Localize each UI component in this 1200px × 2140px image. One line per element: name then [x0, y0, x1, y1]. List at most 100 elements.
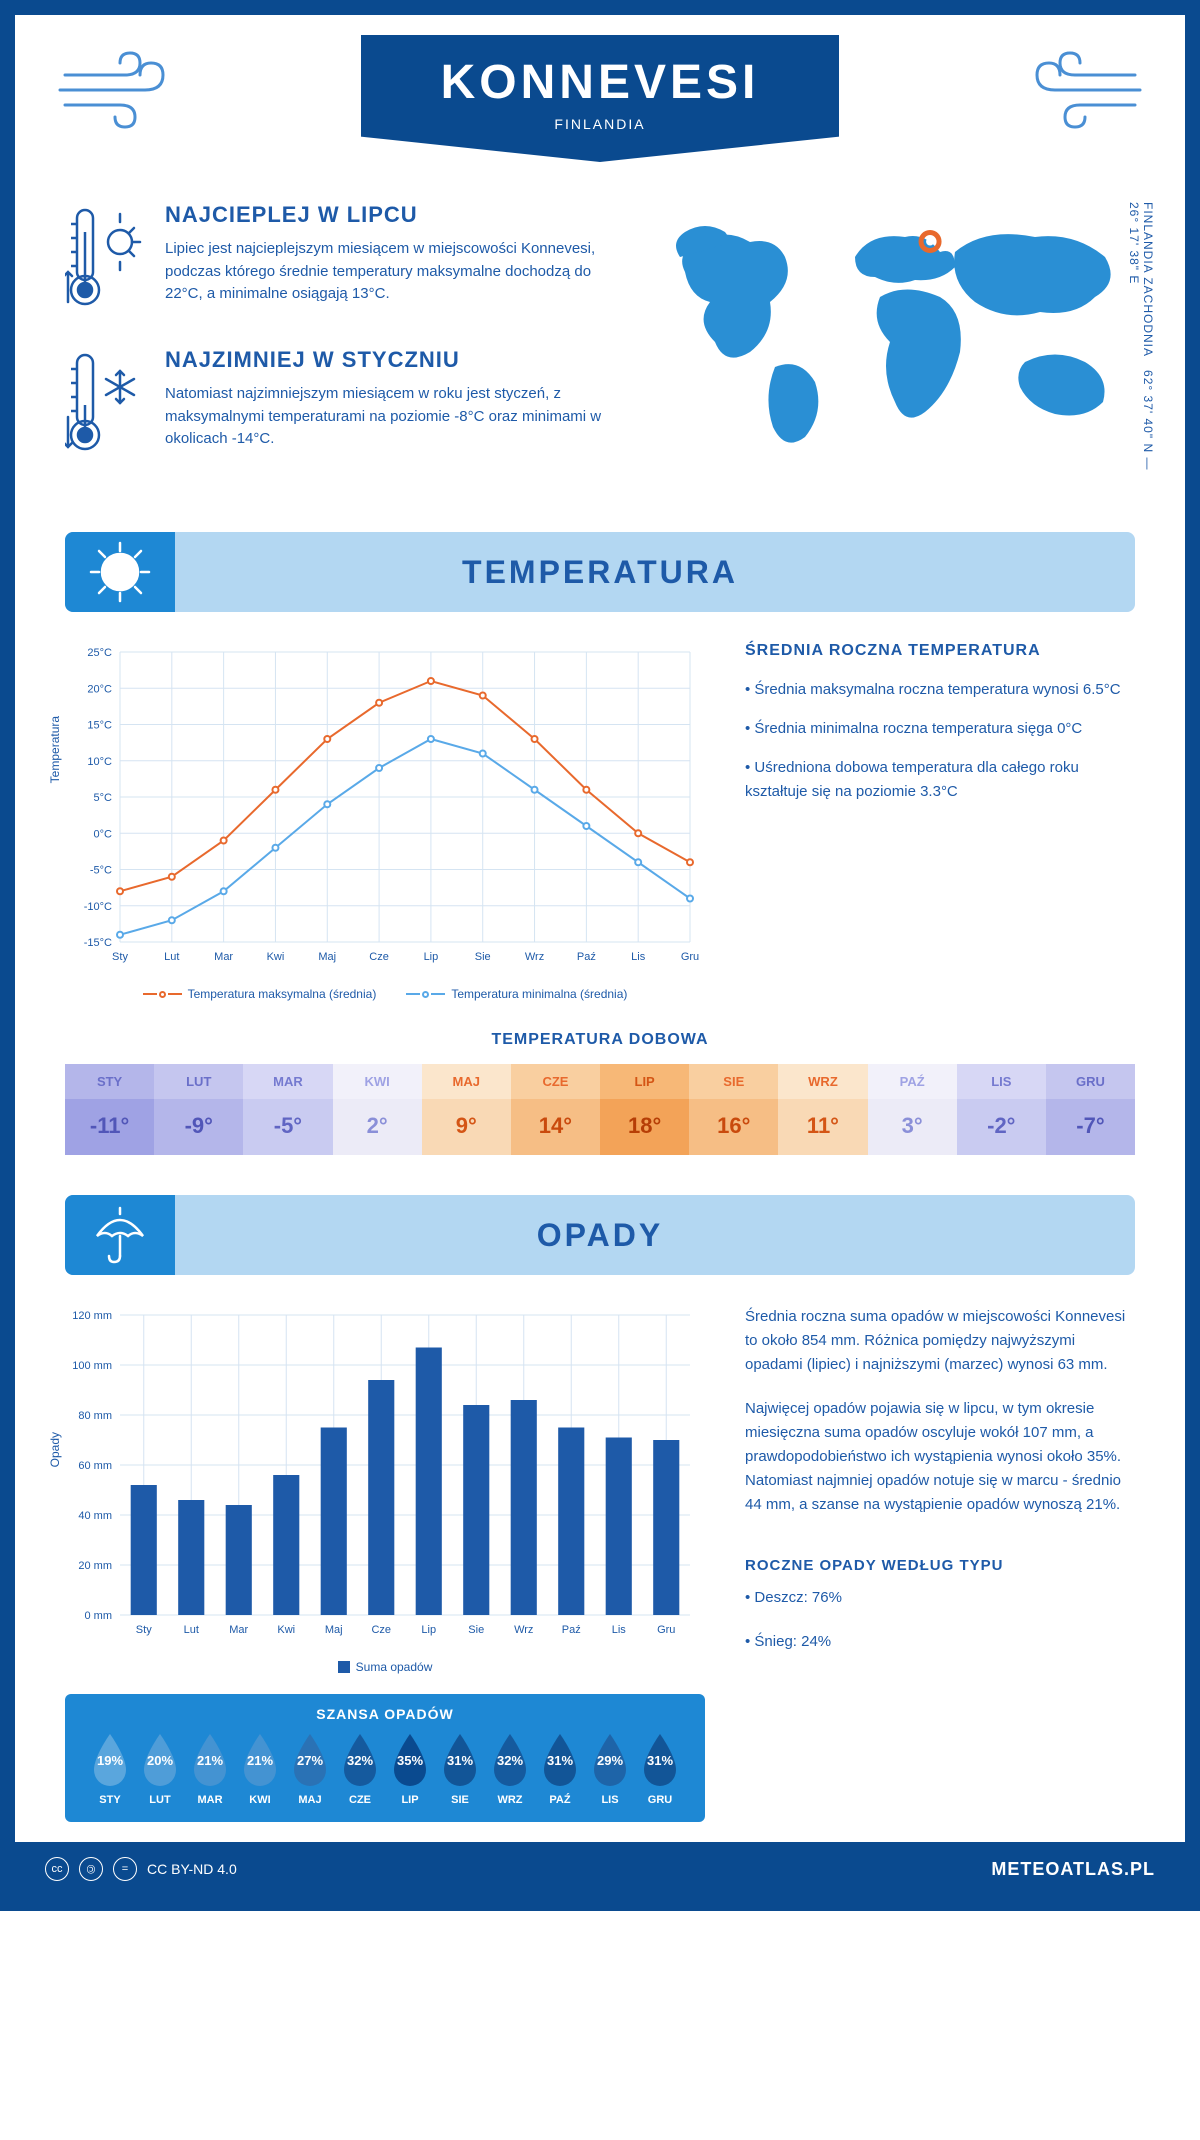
thermometer-cold-icon	[65, 347, 145, 457]
svg-text:Wrz: Wrz	[525, 951, 544, 963]
rain-chance-cell: 19%STY	[85, 1732, 135, 1806]
intro-section: NAJCIEPLEJ W LIPCU Lipiec jest najcieple…	[15, 202, 1185, 532]
warmest-block: NAJCIEPLEJ W LIPCU Lipiec jest najcieple…	[65, 202, 615, 312]
precipitation-summary: Średnia roczna suma opadów w miejscowośc…	[745, 1305, 1135, 1822]
temp-bullet: • Średnia maksymalna roczna temperatura …	[745, 678, 1135, 702]
svg-text:-10°C: -10°C	[84, 901, 112, 913]
svg-text:Lip: Lip	[424, 951, 439, 963]
svg-text:120 mm: 120 mm	[72, 1310, 112, 1322]
precip-text-2: Najwięcej opadów pojawia się w lipcu, w …	[745, 1397, 1135, 1517]
svg-text:5°C: 5°C	[94, 792, 113, 804]
temp-y-axis-label: Temperatura	[48, 715, 62, 782]
world-map	[655, 202, 1135, 462]
daily-temp-cell: LIP18°	[600, 1064, 689, 1155]
precipitation-header: OPADY	[65, 1195, 1135, 1275]
infographic-frame: KONNEVESI FINLANDIA NAJCIEPLEJ W LIPCU L…	[0, 0, 1200, 1911]
daily-temp-cell: STY-11°	[65, 1064, 154, 1155]
rain-chance-cell: 31%GRU	[635, 1732, 685, 1806]
daily-temp-cell: LUT-9°	[154, 1064, 243, 1155]
rain-chance-block: SZANSA OPADÓW 19%STY20%LUT21%MAR21%KWI27…	[65, 1694, 705, 1822]
coordinates-text: FINLANDIA ZACHODNIA 62° 37' 40" N — 26° …	[1127, 202, 1155, 492]
sun-icon	[65, 532, 175, 612]
daily-temp-cell: MAR-5°	[243, 1064, 332, 1155]
svg-text:Cze: Cze	[371, 1624, 391, 1636]
svg-text:Sie: Sie	[468, 1624, 484, 1636]
svg-text:20 mm: 20 mm	[78, 1560, 112, 1572]
daily-temp-cell: MAJ9°	[422, 1064, 511, 1155]
site-name: METEOATLAS.PL	[991, 1859, 1155, 1880]
svg-text:60 mm: 60 mm	[78, 1460, 112, 1472]
rain-chance-title: SZANSA OPADÓW	[85, 1706, 685, 1722]
svg-text:Lis: Lis	[631, 951, 646, 963]
country-subtitle: FINLANDIA	[441, 116, 760, 132]
rain-chance-cell: 29%LIS	[585, 1732, 635, 1806]
cc-icon: cc	[45, 1857, 69, 1881]
rain-chance-cell: 32%WRZ	[485, 1732, 535, 1806]
daily-temp-title: TEMPERATURA DOBOWA	[65, 1031, 1135, 1049]
temperature-chart: Temperatura -15°C-10°C-5°C0°C5°C10°C15°C…	[65, 642, 705, 1001]
svg-text:Lis: Lis	[612, 1624, 627, 1636]
wind-icon	[55, 45, 175, 149]
svg-text:10°C: 10°C	[87, 756, 112, 768]
rain-chance-cell: 35%LIP	[385, 1732, 435, 1806]
legend-item: Temperatura minimalna (średnia)	[406, 987, 627, 1001]
daily-temp-cell: LIS-2°	[957, 1064, 1046, 1155]
world-map-block: FINLANDIA ZACHODNIA 62° 37' 40" N — 26° …	[655, 202, 1135, 492]
coldest-title: NAJZIMNIEJ W STYCZNIU	[165, 347, 615, 373]
temperature-legend: Temperatura maksymalna (średnia) Temperat…	[65, 987, 705, 1001]
rain-chance-cell: 31%PAŹ	[535, 1732, 585, 1806]
coldest-block: NAJZIMNIEJ W STYCZNIU Natomiast najzimni…	[65, 347, 615, 457]
svg-text:-5°C: -5°C	[90, 865, 112, 877]
svg-text:Wrz: Wrz	[514, 1624, 533, 1636]
temp-bullet: • Średnia minimalna roczna temperatura s…	[745, 717, 1135, 741]
svg-text:Mar: Mar	[214, 951, 233, 963]
precip-type-bullet: • Deszcz: 76%	[745, 1586, 1135, 1610]
svg-text:Kwi: Kwi	[277, 1624, 295, 1636]
precip-type-title: ROCZNE OPADY WEDŁUG TYPU	[745, 1557, 1135, 1574]
svg-text:-15°C: -15°C	[84, 937, 112, 949]
svg-text:80 mm: 80 mm	[78, 1410, 112, 1422]
license-text: CC BY-ND 4.0	[147, 1861, 237, 1877]
by-icon: 🄯	[79, 1857, 103, 1881]
svg-text:Maj: Maj	[318, 951, 336, 963]
svg-text:Lut: Lut	[164, 951, 179, 963]
legend-item: Temperatura maksymalna (średnia)	[143, 987, 377, 1001]
temperature-section-title: TEMPERATURA	[462, 554, 738, 591]
header: KONNEVESI FINLANDIA	[15, 15, 1185, 202]
rain-chance-cell: 21%MAR	[185, 1732, 235, 1806]
svg-text:Sty: Sty	[112, 951, 128, 963]
svg-text:Mar: Mar	[229, 1624, 248, 1636]
thermometer-hot-icon	[65, 202, 145, 312]
rain-chance-cell: 32%CZE	[335, 1732, 385, 1806]
svg-text:15°C: 15°C	[87, 720, 112, 732]
wind-icon	[1025, 45, 1145, 149]
svg-text:Paź: Paź	[562, 1624, 581, 1636]
precip-section-title: OPADY	[537, 1217, 663, 1254]
precip-type-bullet: • Śnieg: 24%	[745, 1630, 1135, 1654]
daily-temp-cell: GRU-7°	[1046, 1064, 1135, 1155]
svg-text:Sie: Sie	[475, 951, 491, 963]
svg-text:Gru: Gru	[681, 951, 699, 963]
daily-temp-cell: CZE14°	[511, 1064, 600, 1155]
precipitation-chart: Opady 0 mm20 mm40 mm60 mm80 mm100 mm120 …	[65, 1305, 705, 1822]
license-block: cc 🄯 = CC BY-ND 4.0	[45, 1857, 237, 1881]
svg-text:Paź: Paź	[577, 951, 596, 963]
temp-summary-title: ŚREDNIA ROCZNA TEMPERATURA	[745, 642, 1135, 660]
precip-text-1: Średnia roczna suma opadów w miejscowośc…	[745, 1305, 1135, 1377]
warmest-text: Lipiec jest najcieplejszym miesiącem w m…	[165, 238, 615, 306]
rain-chance-cell: 21%KWI	[235, 1732, 285, 1806]
svg-text:Sty: Sty	[136, 1624, 152, 1636]
nd-icon: =	[113, 1857, 137, 1881]
rain-chance-cell: 20%LUT	[135, 1732, 185, 1806]
rain-chance-cell: 27%MAJ	[285, 1732, 335, 1806]
temperature-header: TEMPERATURA	[65, 532, 1135, 612]
svg-text:Gru: Gru	[657, 1624, 675, 1636]
svg-text:25°C: 25°C	[87, 647, 112, 659]
daily-temp-cell: WRZ11°	[778, 1064, 867, 1155]
precip-y-axis-label: Opady	[48, 1431, 62, 1466]
svg-text:40 mm: 40 mm	[78, 1510, 112, 1522]
footer: cc 🄯 = CC BY-ND 4.0 METEOATLAS.PL	[15, 1842, 1185, 1896]
svg-text:Lut: Lut	[184, 1624, 199, 1636]
svg-text:0 mm: 0 mm	[85, 1610, 113, 1622]
svg-text:Kwi: Kwi	[267, 951, 285, 963]
